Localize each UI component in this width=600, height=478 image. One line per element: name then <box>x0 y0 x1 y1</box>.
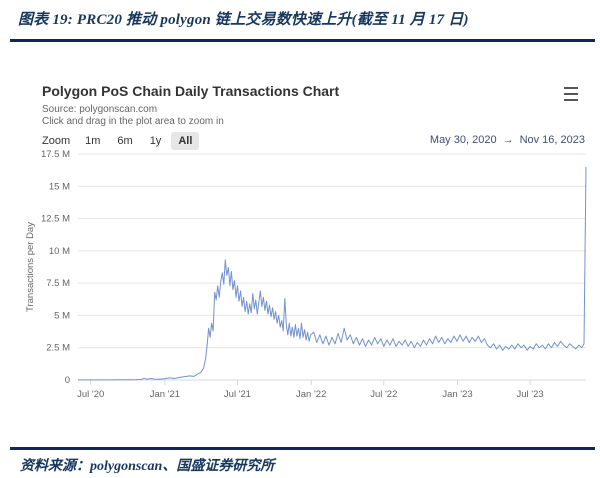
y-axis-tick-label: 7.5 M <box>46 278 70 289</box>
x-axis-tick-label: Jul '20 <box>77 389 104 400</box>
y-axis-tick-label: 17.5 M <box>41 149 70 160</box>
y-axis-tick-label: 12.5 M <box>41 214 70 225</box>
range-arrow-icon: → <box>502 134 514 146</box>
source-note: 资料来源：polygonscan、国盛证券研究所 <box>20 459 275 474</box>
x-axis-tick-label: Jul '23 <box>517 389 544 400</box>
date-range-selector: May 30, 2020 → Nov 16, 2023 <box>430 134 585 146</box>
chart-title: Polygon PoS Chain Daily Transactions Cha… <box>42 83 340 99</box>
footer-divider-line <box>10 447 595 450</box>
zoom-button-1y[interactable]: 1y <box>143 132 169 150</box>
range-to-input[interactable]: Nov 16, 2023 <box>519 134 585 146</box>
title-divider-line <box>10 39 595 42</box>
x-axis-tick-label: Jan '22 <box>296 389 326 400</box>
figure-title: 图表 19: PRC20 推动 polygon 链上交易数快速上升(截至 11 … <box>18 12 469 28</box>
y-axis-title: Transactions per Day <box>25 222 36 312</box>
chart-source-line: Source: polygonscan.com <box>42 104 158 115</box>
x-axis-tick-label: Jul '21 <box>224 389 251 400</box>
x-axis-tick-label: Jan '21 <box>150 389 180 400</box>
range-from-input[interactable]: May 30, 2020 <box>429 134 497 146</box>
y-axis-tick-label: 10 M <box>49 246 70 257</box>
zoom-button-all[interactable]: All <box>171 132 200 150</box>
polygonscan-chart-widget: Polygon PoS Chain Daily Transactions Cha… <box>20 55 595 435</box>
plot-area[interactable]: 0 2.5 M 5 M 7.5 M 10 M 12.5 M 15 M 17.5 M Jul '2… <box>20 147 595 412</box>
chart-hint-line: Click and drag in the plot area to zoom … <box>42 116 224 127</box>
zoom-label: Zoom <box>42 135 71 147</box>
x-axis-tick-label: Jan '23 <box>442 389 472 400</box>
zoom-controls: Zoom 1m 6m 1y All <box>42 132 202 150</box>
x-axis-tick-label: Jul '22 <box>370 389 397 400</box>
y-axis-tick-label: 15 M <box>49 181 70 192</box>
y-axis-tick-label: 2.5 M <box>46 343 70 354</box>
y-axis-tick-label: 5 M <box>54 310 70 321</box>
transactions-series-line <box>78 166 587 381</box>
hamburger-menu-icon[interactable] <box>564 86 580 102</box>
zoom-button-6m[interactable]: 6m <box>110 132 139 150</box>
zoom-button-1m[interactable]: 1m <box>78 132 107 150</box>
y-axis-tick-label: 0 <box>65 375 70 386</box>
